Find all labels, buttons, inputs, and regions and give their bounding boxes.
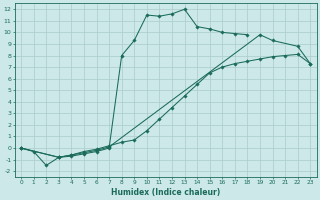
X-axis label: Humidex (Indice chaleur): Humidex (Indice chaleur) <box>111 188 220 197</box>
